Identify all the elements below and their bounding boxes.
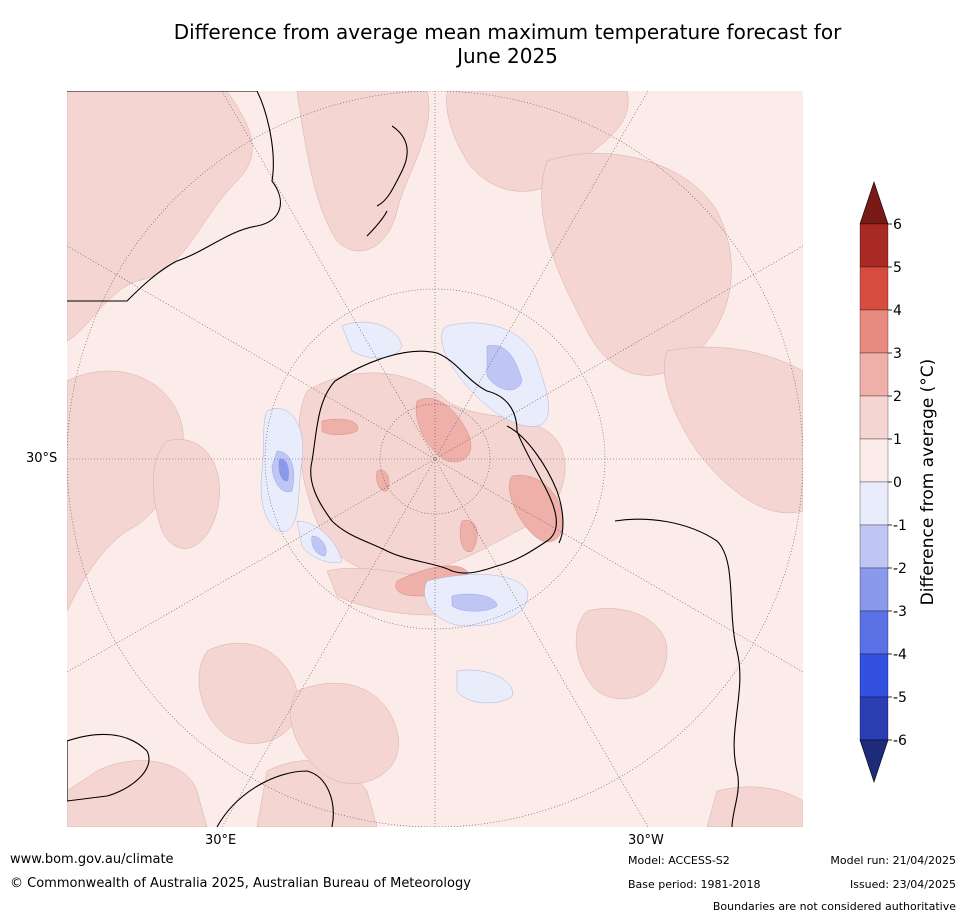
africa-outline <box>67 733 150 802</box>
lon-label-30e: 30°E <box>205 833 237 848</box>
colorbar-bin <box>859 395 889 440</box>
colorbar: 6 5 4 3 2 1 0 -1 -2 -3 -4 -5 -6 <box>850 180 920 789</box>
colorbar-extend-bottom <box>859 739 889 783</box>
colorbar-tick-label: -4 <box>893 647 907 663</box>
antarctic-peninsula-outline <box>506 425 564 544</box>
colorbar-tick-label: 1 <box>893 432 902 448</box>
colorbar-tick-label: 2 <box>893 389 902 405</box>
colorbar-tick-label: 6 <box>893 217 902 233</box>
colorbar-bin <box>859 223 889 268</box>
polar-map <box>67 91 803 827</box>
colorbar-bin <box>859 266 889 311</box>
antarctica-outline <box>310 350 557 574</box>
south-america-outline <box>614 518 741 827</box>
colorbar-bin <box>859 352 889 397</box>
footer-disclaimer: Boundaries are not considered authoritat… <box>712 900 956 913</box>
colorbar-label: Difference from average (°C) <box>918 358 938 606</box>
anomaly-1-to-2 <box>67 91 803 827</box>
southern-africa-outline <box>216 770 334 827</box>
new-zealand-outline <box>366 125 408 237</box>
footer-model-run: Model run: 21/04/2025 <box>830 854 956 867</box>
footer-model: Model: ACCESS-S2 <box>628 854 730 867</box>
footer-issued: Issued: 23/04/2025 <box>849 878 956 891</box>
colorbar-tick-label: -5 <box>893 690 907 706</box>
colorbar-extend-top <box>859 181 889 225</box>
lon-label-30w: 30°W <box>628 833 664 848</box>
colorbar-tick-label: -2 <box>893 561 907 577</box>
coastlines <box>67 91 741 827</box>
colorbar-tick-label: 3 <box>893 346 902 362</box>
colorbar-tick-label: 5 <box>893 260 902 276</box>
footer-copyright: © Commonwealth of Australia 2025, Austra… <box>10 876 471 891</box>
graticule <box>67 91 803 827</box>
colorbar-bin <box>859 309 889 354</box>
map-title-line2: June 2025 <box>457 44 558 68</box>
footer-base-period: Base period: 1981-2018 <box>628 878 761 891</box>
colorbar-bin <box>859 610 889 655</box>
colorbar-tick-label: 0 <box>893 475 902 491</box>
colorbar-bin <box>859 567 889 612</box>
australia-outline <box>67 91 281 302</box>
anomaly-minus3-to-minus2 <box>278 458 289 482</box>
map-title: Difference from average mean maximum tem… <box>0 20 965 68</box>
colorbar-bin <box>859 438 889 483</box>
colorbar-bin <box>859 696 889 741</box>
lat-label-30s: 30°S <box>26 451 58 466</box>
footer-website: www.bom.gov.au/climate <box>10 852 174 867</box>
colorbar-bin <box>859 481 889 526</box>
colorbar-tick-label: -6 <box>893 733 907 749</box>
map-title-line1: Difference from average mean maximum tem… <box>173 20 842 44</box>
colorbar-bin <box>859 653 889 698</box>
colorbar-tick-label: 4 <box>893 303 902 319</box>
colorbar-tick-label: -3 <box>893 604 907 620</box>
colorbar-tick-label: -1 <box>893 518 907 534</box>
colorbar-bin <box>859 524 889 569</box>
